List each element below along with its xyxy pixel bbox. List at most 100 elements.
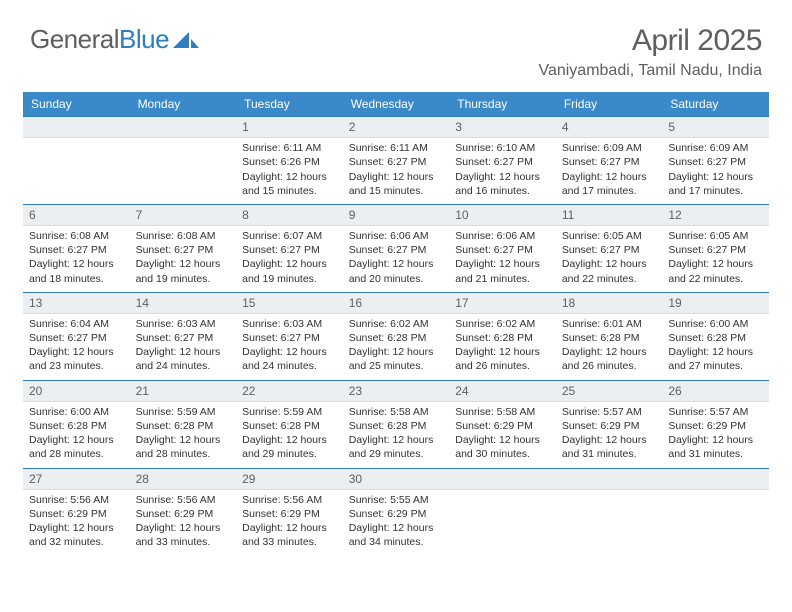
sunset-text: Sunset: 6:27 PM xyxy=(668,155,763,169)
daylight-text: Daylight: 12 hours and 24 minutes. xyxy=(242,345,337,373)
day-content: Sunrise: 6:10 AMSunset: 6:27 PMDaylight:… xyxy=(449,138,556,204)
day-content: Sunrise: 6:11 AMSunset: 6:27 PMDaylight:… xyxy=(343,138,450,204)
sunrise-text: Sunrise: 5:58 AM xyxy=(455,405,550,419)
day-content: Sunrise: 5:55 AMSunset: 6:29 PMDaylight:… xyxy=(343,490,450,556)
daylight-text: Daylight: 12 hours and 26 minutes. xyxy=(562,345,657,373)
daylight-text: Daylight: 12 hours and 16 minutes. xyxy=(455,170,550,198)
sunrise-text: Sunrise: 5:58 AM xyxy=(349,405,444,419)
sunrise-text: Sunrise: 6:05 AM xyxy=(668,229,763,243)
logo-text-general: General xyxy=(30,24,119,55)
sunset-text: Sunset: 6:27 PM xyxy=(136,243,231,257)
sunrise-text: Sunrise: 6:00 AM xyxy=(29,405,124,419)
day-number: 10 xyxy=(449,204,556,226)
sunset-text: Sunset: 6:27 PM xyxy=(136,331,231,345)
sunrise-text: Sunrise: 6:10 AM xyxy=(455,141,550,155)
day-content: Sunrise: 5:56 AMSunset: 6:29 PMDaylight:… xyxy=(130,490,237,556)
day-number: 23 xyxy=(343,380,450,402)
day-number: 14 xyxy=(130,292,237,314)
daylight-text: Daylight: 12 hours and 25 minutes. xyxy=(349,345,444,373)
sunset-text: Sunset: 6:28 PM xyxy=(29,419,124,433)
calendar-cell: 9Sunrise: 6:06 AMSunset: 6:27 PMDaylight… xyxy=(343,204,450,292)
day-number: 8 xyxy=(236,204,343,226)
calendar-cell: 2Sunrise: 6:11 AMSunset: 6:27 PMDaylight… xyxy=(343,116,450,204)
sunset-text: Sunset: 6:29 PM xyxy=(349,507,444,521)
sunset-text: Sunset: 6:28 PM xyxy=(242,419,337,433)
day-content: Sunrise: 5:56 AMSunset: 6:29 PMDaylight:… xyxy=(236,490,343,556)
day-content: Sunrise: 6:11 AMSunset: 6:26 PMDaylight:… xyxy=(236,138,343,204)
calendar-cell: 6Sunrise: 6:08 AMSunset: 6:27 PMDaylight… xyxy=(23,204,130,292)
daylight-text: Daylight: 12 hours and 26 minutes. xyxy=(455,345,550,373)
sunrise-text: Sunrise: 6:11 AM xyxy=(242,141,337,155)
location-text: Vaniyambadi, Tamil Nadu, India xyxy=(538,62,762,80)
sunset-text: Sunset: 6:28 PM xyxy=(455,331,550,345)
calendar-cell: 5Sunrise: 6:09 AMSunset: 6:27 PMDaylight… xyxy=(662,116,769,204)
daylight-text: Daylight: 12 hours and 17 minutes. xyxy=(562,170,657,198)
sunset-text: Sunset: 6:27 PM xyxy=(349,243,444,257)
day-number: 22 xyxy=(236,380,343,402)
calendar-cell: 26Sunrise: 5:57 AMSunset: 6:29 PMDayligh… xyxy=(662,380,769,468)
day-number: 4 xyxy=(556,116,663,138)
sunset-text: Sunset: 6:29 PM xyxy=(562,419,657,433)
weekday-header: Wednesday xyxy=(343,92,450,116)
sunrise-text: Sunrise: 6:03 AM xyxy=(136,317,231,331)
day-number: 29 xyxy=(236,468,343,490)
calendar-cell: 12Sunrise: 6:05 AMSunset: 6:27 PMDayligh… xyxy=(662,204,769,292)
day-content: Sunrise: 5:58 AMSunset: 6:29 PMDaylight:… xyxy=(449,402,556,468)
calendar-cell: 8Sunrise: 6:07 AMSunset: 6:27 PMDaylight… xyxy=(236,204,343,292)
sunrise-text: Sunrise: 5:56 AM xyxy=(242,493,337,507)
day-number: 27 xyxy=(23,468,130,490)
sunset-text: Sunset: 6:27 PM xyxy=(349,155,444,169)
daylight-text: Daylight: 12 hours and 28 minutes. xyxy=(29,433,124,461)
calendar-cell: 23Sunrise: 5:58 AMSunset: 6:28 PMDayligh… xyxy=(343,380,450,468)
day-number: 19 xyxy=(662,292,769,314)
calendar-cell: 18Sunrise: 6:01 AMSunset: 6:28 PMDayligh… xyxy=(556,292,663,380)
sunrise-text: Sunrise: 6:11 AM xyxy=(349,141,444,155)
sunrise-text: Sunrise: 6:05 AM xyxy=(562,229,657,243)
day-content: Sunrise: 6:00 AMSunset: 6:28 PMDaylight:… xyxy=(23,402,130,468)
day-number xyxy=(556,468,663,490)
sunset-text: Sunset: 6:29 PM xyxy=(136,507,231,521)
daylight-text: Daylight: 12 hours and 24 minutes. xyxy=(136,345,231,373)
day-content: Sunrise: 5:58 AMSunset: 6:28 PMDaylight:… xyxy=(343,402,450,468)
calendar-cell xyxy=(23,116,130,204)
daylight-text: Daylight: 12 hours and 18 minutes. xyxy=(29,257,124,285)
day-content: Sunrise: 6:09 AMSunset: 6:27 PMDaylight:… xyxy=(662,138,769,204)
daylight-text: Daylight: 12 hours and 33 minutes. xyxy=(242,521,337,549)
day-content: Sunrise: 6:08 AMSunset: 6:27 PMDaylight:… xyxy=(130,226,237,292)
calendar-row: 20Sunrise: 6:00 AMSunset: 6:28 PMDayligh… xyxy=(23,380,769,468)
sunset-text: Sunset: 6:29 PM xyxy=(668,419,763,433)
sunset-text: Sunset: 6:28 PM xyxy=(136,419,231,433)
day-content: Sunrise: 6:02 AMSunset: 6:28 PMDaylight:… xyxy=(343,314,450,380)
calendar-row: 27Sunrise: 5:56 AMSunset: 6:29 PMDayligh… xyxy=(23,468,769,556)
sunset-text: Sunset: 6:26 PM xyxy=(242,155,337,169)
daylight-text: Daylight: 12 hours and 21 minutes. xyxy=(455,257,550,285)
sunrise-text: Sunrise: 6:09 AM xyxy=(668,141,763,155)
logo: GeneralBlue xyxy=(30,24,199,55)
sunrise-text: Sunrise: 5:57 AM xyxy=(668,405,763,419)
calendar-cell: 10Sunrise: 6:06 AMSunset: 6:27 PMDayligh… xyxy=(449,204,556,292)
daylight-text: Daylight: 12 hours and 15 minutes. xyxy=(349,170,444,198)
weekday-header: Thursday xyxy=(449,92,556,116)
calendar-cell: 11Sunrise: 6:05 AMSunset: 6:27 PMDayligh… xyxy=(556,204,663,292)
calendar-cell xyxy=(662,468,769,556)
daylight-text: Daylight: 12 hours and 22 minutes. xyxy=(668,257,763,285)
day-number: 9 xyxy=(343,204,450,226)
day-content: Sunrise: 6:05 AMSunset: 6:27 PMDaylight:… xyxy=(556,226,663,292)
day-number xyxy=(449,468,556,490)
day-content xyxy=(23,138,130,147)
daylight-text: Daylight: 12 hours and 30 minutes. xyxy=(455,433,550,461)
calendar-cell xyxy=(449,468,556,556)
calendar-cell: 30Sunrise: 5:55 AMSunset: 6:29 PMDayligh… xyxy=(343,468,450,556)
day-number: 13 xyxy=(23,292,130,314)
sunrise-text: Sunrise: 6:06 AM xyxy=(349,229,444,243)
calendar-cell xyxy=(130,116,237,204)
sunset-text: Sunset: 6:29 PM xyxy=(455,419,550,433)
sunrise-text: Sunrise: 5:59 AM xyxy=(242,405,337,419)
calendar-table: SundayMondayTuesdayWednesdayThursdayFrid… xyxy=(23,92,769,555)
weekday-header: Monday xyxy=(130,92,237,116)
day-content: Sunrise: 6:09 AMSunset: 6:27 PMDaylight:… xyxy=(556,138,663,204)
day-number: 17 xyxy=(449,292,556,314)
day-content: Sunrise: 5:56 AMSunset: 6:29 PMDaylight:… xyxy=(23,490,130,556)
calendar-cell xyxy=(556,468,663,556)
sunrise-text: Sunrise: 5:55 AM xyxy=(349,493,444,507)
